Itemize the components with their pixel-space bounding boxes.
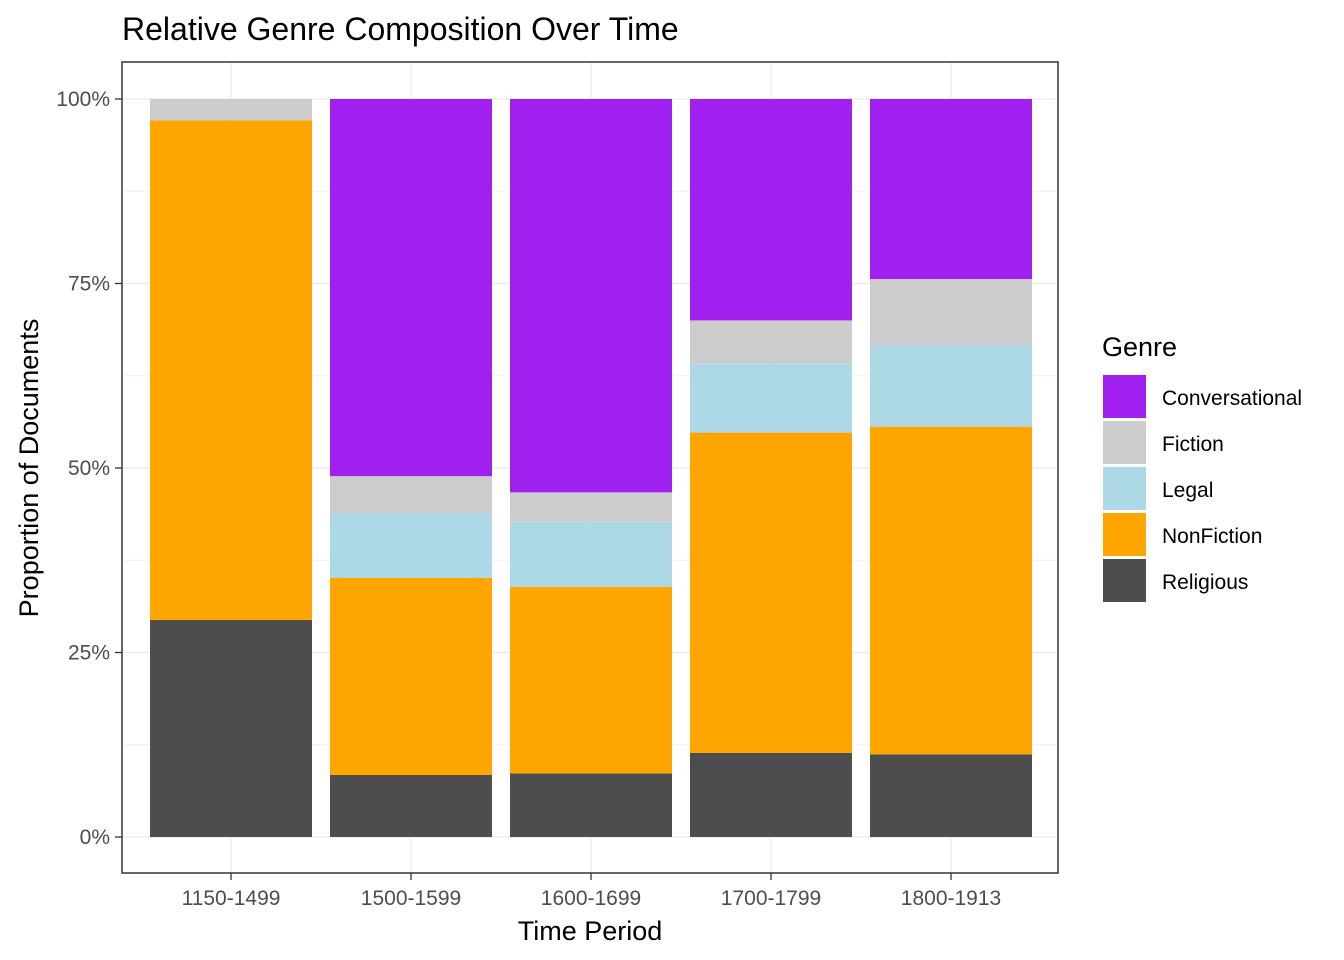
bar-legal-1700-1799 <box>690 363 852 433</box>
legend-swatch-conversational <box>1103 375 1146 418</box>
x-tick-label: 1700-1799 <box>721 887 821 910</box>
bar-nonfiction-1600-1699 <box>510 586 672 774</box>
legend-label-fiction: Fiction <box>1162 433 1224 456</box>
x-tick-label: 1500-1599 <box>361 887 461 910</box>
legend-title: Genre <box>1102 332 1177 362</box>
legend-swatch-nonfiction <box>1103 513 1146 556</box>
chart-title: Relative Genre Composition Over Time <box>122 11 679 47</box>
bar-nonfiction-1500-1599 <box>330 577 492 776</box>
bar-conversational-1600-1699 <box>510 99 672 493</box>
bar-conversational-1700-1799 <box>690 99 852 321</box>
bar-fiction-1150-1499 <box>150 99 312 121</box>
legend-label-nonfiction: NonFiction <box>1162 525 1262 548</box>
y-tick-label: 100% <box>56 88 110 111</box>
x-tick-label: 1800-1913 <box>901 887 1001 910</box>
bar-fiction-1800-1913 <box>870 279 1032 346</box>
bar-religious-1500-1599 <box>330 775 492 837</box>
bar-nonfiction-1700-1799 <box>690 432 852 753</box>
bar-nonfiction-1150-1499 <box>150 120 312 621</box>
legend-swatch-fiction <box>1103 421 1146 464</box>
legend-label-legal: Legal <box>1162 479 1213 502</box>
legend-label-conversational: Conversational <box>1162 387 1302 410</box>
bar-religious-1700-1799 <box>690 752 852 837</box>
bar-legal-1600-1699 <box>510 521 672 587</box>
x-axis-title: Time Period <box>518 916 663 946</box>
y-axis-title: Proportion of Documents <box>14 319 44 618</box>
bar-religious-1600-1699 <box>510 773 672 837</box>
legend-swatch-legal <box>1103 467 1146 510</box>
axes: 0% 25% 50% 75% 100% 1150-1499 1500-1599 1600-16… <box>56 88 1001 910</box>
y-tick-label: 0% <box>80 826 110 849</box>
bar-legal-1500-1599 <box>330 513 492 578</box>
y-tick-label: 50% <box>68 457 110 480</box>
bars <box>150 99 1032 837</box>
bar-conversational-1500-1599 <box>330 99 492 477</box>
legend-swatch-religious <box>1103 559 1146 602</box>
bar-nonfiction-1800-1913 <box>870 426 1032 755</box>
bar-religious-1150-1499 <box>150 620 312 837</box>
x-tick-label: 1150-1499 <box>182 887 281 910</box>
bar-conversational-1800-1913 <box>870 99 1032 280</box>
y-tick-label: 75% <box>68 273 110 296</box>
bar-fiction-1700-1799 <box>690 320 852 364</box>
bar-fiction-1500-1599 <box>330 476 492 514</box>
legend-label-religious: Religious <box>1162 571 1248 594</box>
legend: Genre Conversational Fiction Legal NonFicti… <box>1102 332 1302 602</box>
x-tick-label: 1600-1699 <box>541 887 641 910</box>
bar-religious-1800-1913 <box>870 754 1032 837</box>
y-tick-label: 25% <box>68 642 110 665</box>
bar-fiction-1600-1699 <box>510 492 672 522</box>
bar-legal-1800-1913 <box>870 345 1032 427</box>
